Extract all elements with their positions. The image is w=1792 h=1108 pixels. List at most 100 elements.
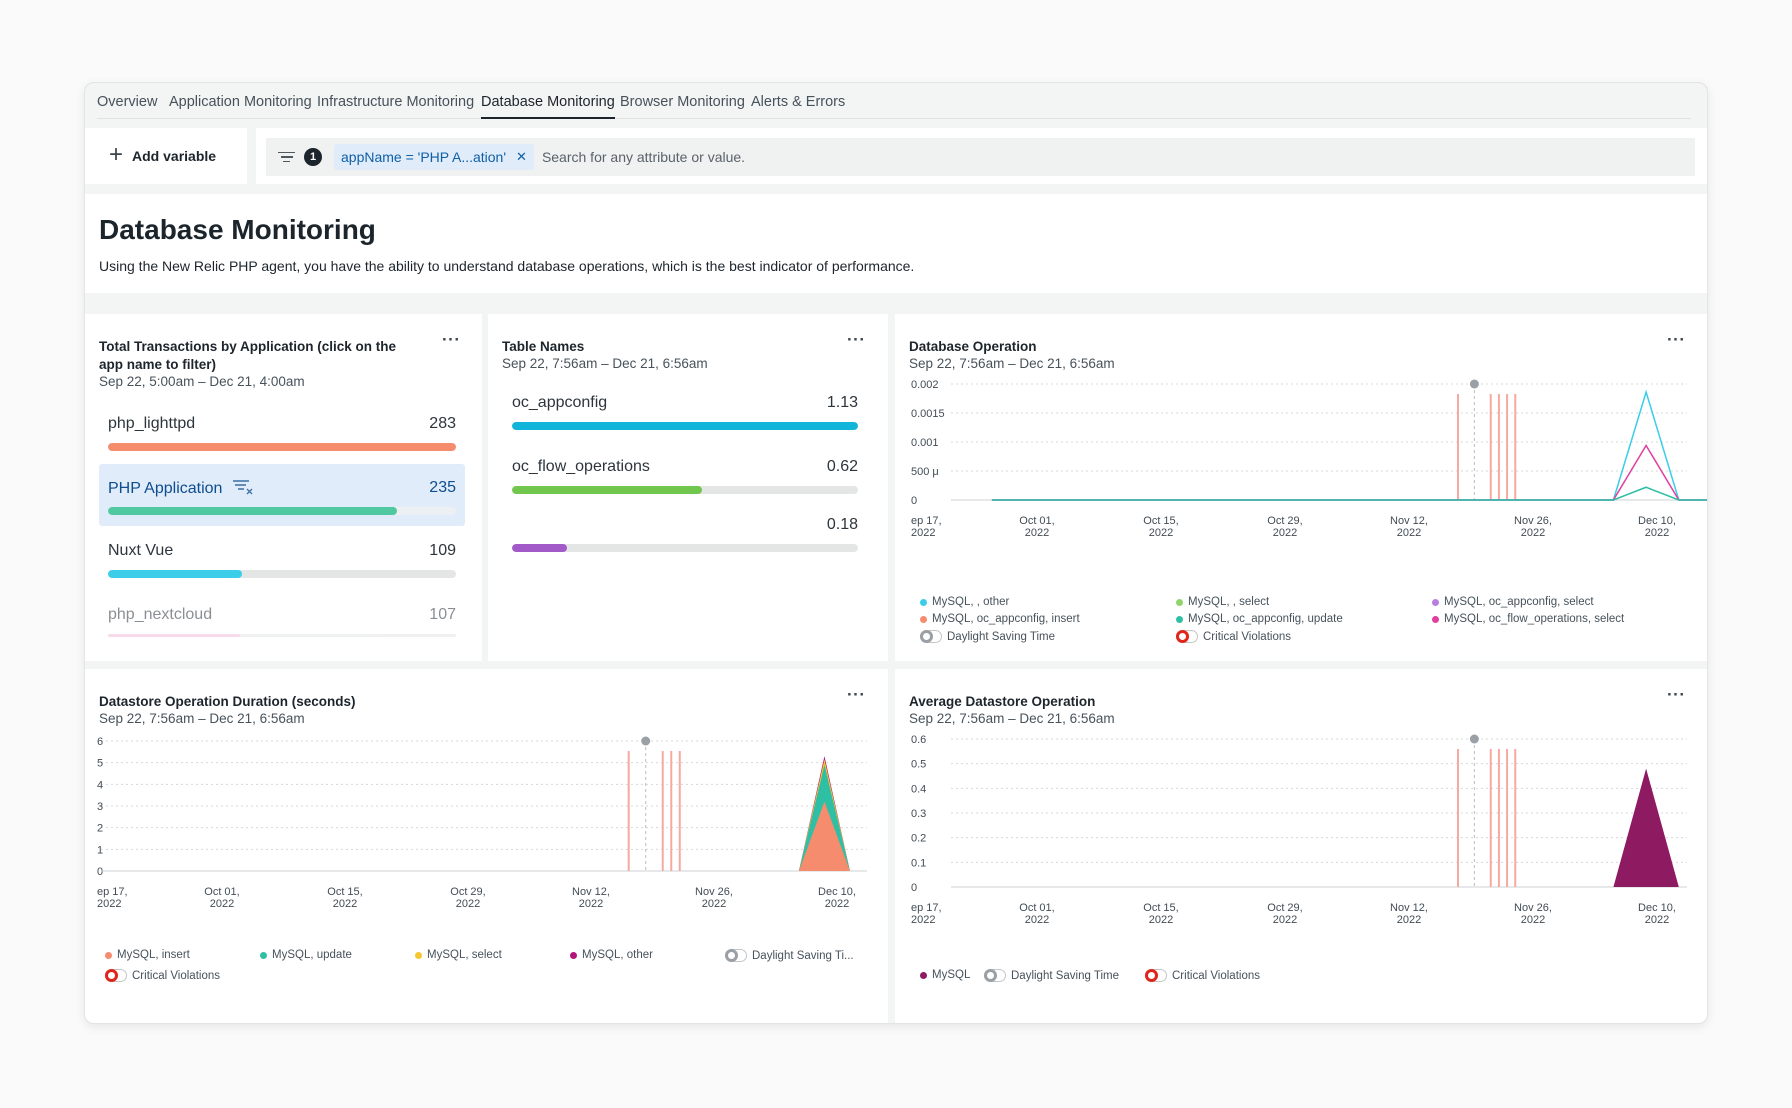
app-row-php-nextcloud[interactable]: php_nextcloud 107 [99, 591, 465, 653]
legend-label: MySQL, oc_flow_operations, select [1444, 613, 1625, 625]
chart-legend: MySQL, , other MySQL, , select MySQL, oc_a… [919, 596, 1700, 656]
table-row-oc-flow-operations[interactable]: oc_flow_operations 0.62 [502, 446, 868, 502]
attribute-search-input[interactable] [541, 149, 1695, 165]
y-tick-label: 0 [97, 866, 103, 878]
tab-database-monitoring[interactable]: Database Monitoring [481, 94, 615, 119]
legend-item[interactable]: Critical Violations [1175, 629, 1291, 643]
x-tick-label: ep 17, [911, 902, 942, 914]
legend-label: Critical Violations [1172, 969, 1260, 982]
tab-overview[interactable]: Overview [97, 94, 158, 110]
tab-alerts-errors[interactable]: Alerts & Errors [751, 94, 846, 110]
y-tick-label: 500 μ [911, 466, 939, 478]
app-name: php_lighttpd [108, 415, 196, 432]
toggle-switch[interactable] [724, 948, 747, 962]
x-tick-label: Nov 26, [695, 886, 733, 898]
x-tick-label: Nov 26, [1514, 515, 1552, 527]
app-name: PHP Application [108, 479, 254, 498]
card-title: Total Transactions by Application (click… [99, 339, 397, 372]
legend-item[interactable]: MySQL, update [260, 949, 352, 961]
x-tick-label: Dec 10, [1638, 902, 1676, 914]
card-time-range: Sep 22, 7:56am – Dec 21, 6:56am [909, 711, 1115, 726]
app-bar-fill [108, 634, 240, 637]
filter-count-badge: 1 [304, 148, 322, 166]
legend-label: MySQL, insert [117, 949, 190, 961]
legend-item[interactable]: Daylight Saving Time [919, 629, 1056, 643]
table-name: oc_appconfig [512, 394, 608, 411]
y-tick-label: 3 [97, 801, 103, 813]
legend-item[interactable]: Daylight Saving Ti... [724, 948, 854, 962]
area-series [798, 801, 850, 871]
card-title: Datastore Operation Duration (seconds) [99, 694, 356, 709]
table-row-oc-appconfig[interactable]: oc_appconfig 1.13 [502, 382, 868, 438]
legend-label: Daylight Saving Time [947, 630, 1056, 643]
y-tick-label: 6 [97, 736, 103, 748]
legend-item[interactable]: MySQL, , other [920, 596, 1009, 608]
legend-label: Daylight Saving Ti... [752, 949, 854, 962]
filter-chip[interactable]: appName = 'PHP A...ation' ✕ [334, 144, 534, 170]
toggle-switch[interactable] [1144, 968, 1167, 982]
more-options-icon[interactable]: ··· [1667, 330, 1686, 349]
close-icon[interactable]: ✕ [516, 149, 527, 164]
legend-item[interactable]: MySQL, insert [105, 949, 190, 961]
more-options-icon[interactable]: ··· [847, 330, 866, 349]
legend-item[interactable]: MySQL, oc_appconfig, select [1432, 596, 1594, 608]
chart-legend: MySQL Daylight Saving Time Critical Violat… [920, 968, 1700, 999]
legend-item[interactable]: MySQL [920, 969, 970, 981]
x-tick-label: 2022 [911, 914, 935, 926]
more-options-icon[interactable]: ··· [1667, 685, 1686, 704]
total-transactions-card: Total Transactions by Application (click… [85, 314, 482, 661]
y-tick-label: 2 [97, 823, 103, 835]
page-title: Database Monitoring [99, 214, 376, 245]
legend-item[interactable]: MySQL, oc_flow_operations, select [1432, 613, 1624, 625]
filter-clear-icon[interactable] [232, 479, 254, 495]
app-row-php-application[interactable]: PHP Application 235 [99, 464, 465, 526]
datastore-duration-card: Datastore Operation Duration (seconds) S… [85, 669, 888, 1023]
legend-item[interactable]: MySQL, other [570, 949, 653, 961]
legend-item[interactable]: MySQL, oc_appconfig, update [1176, 613, 1343, 625]
filter-bar: 1 appName = 'PHP A...ation' ✕ [256, 128, 1707, 184]
area-series [1613, 768, 1679, 887]
tab-browser-monitoring[interactable]: Browser Monitoring [620, 94, 745, 110]
legend-item[interactable]: Critical Violations [1144, 968, 1260, 982]
legend-label: Critical Violations [132, 969, 220, 982]
app-name: Nuxt Vue [108, 542, 174, 559]
legend-item[interactable]: Daylight Saving Time [983, 968, 1119, 982]
card-title: Database Operation [909, 339, 1037, 354]
legend-item[interactable]: Critical Violations [104, 968, 220, 982]
toggle-switch[interactable] [104, 968, 127, 982]
x-tick-label: 2022 [1149, 914, 1173, 926]
card-time-range: Sep 22, 7:56am – Dec 21, 6:56am [99, 711, 305, 726]
table-bar-fill [512, 422, 858, 430]
legend-dot-icon [1176, 598, 1183, 606]
filter-icon[interactable] [278, 151, 295, 163]
toggle-switch[interactable] [983, 968, 1006, 982]
x-tick-label: 2022 [1149, 527, 1173, 539]
legend-item[interactable]: MySQL, oc_appconfig, insert [920, 613, 1080, 625]
table-row-unnamed[interactable]: 0.18 [502, 504, 868, 560]
toggle-switch[interactable] [919, 629, 942, 643]
y-tick-label: 0 [911, 495, 917, 507]
y-tick-label: 4 [97, 779, 103, 791]
legend-item[interactable]: MySQL, , select [1176, 596, 1269, 608]
tab-infrastructure-monitoring[interactable]: Infrastructure Monitoring [317, 94, 475, 110]
legend-item[interactable]: MySQL, select [415, 949, 502, 961]
toggle-switch[interactable] [1175, 629, 1198, 643]
app-row-php-lighttpd[interactable]: php_lighttpd 283 [99, 400, 465, 462]
x-tick-label: 2022 [579, 898, 603, 910]
filter-input-area[interactable]: 1 appName = 'PHP A...ation' ✕ [266, 138, 1695, 176]
dst-marker-dot [1469, 379, 1479, 389]
page-description: Using the New Relic PHP agent, you have … [99, 258, 915, 274]
x-tick-label: 2022 [702, 898, 726, 910]
x-tick-label: Nov 12, [1390, 902, 1428, 914]
more-options-icon[interactable]: ··· [442, 330, 461, 349]
app-row-nuxt-vue[interactable]: Nuxt Vue 109 [99, 527, 465, 589]
plus-icon: + [109, 140, 124, 168]
add-variable-button[interactable]: + Add variable [85, 128, 247, 184]
more-options-icon[interactable]: ··· [847, 685, 866, 704]
x-tick-label: 2022 [1521, 527, 1545, 539]
avg-datastore-card: Average Datastore Operation Sep 22, 7:56… [895, 669, 1708, 1023]
tab-application-monitoring[interactable]: Application Monitoring [169, 94, 312, 110]
